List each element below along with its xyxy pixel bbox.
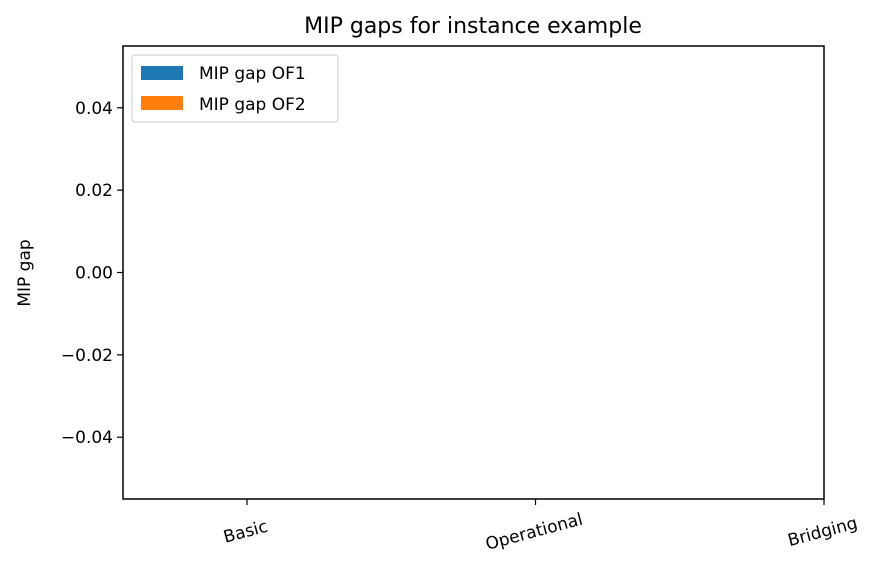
y-tick-label: 0.00 [75,264,113,284]
legend: MIP gap OF1 MIP gap OF2 [131,54,339,123]
y-axis-ticks: 0.04 0.02 0.00 −0.02 −0.04 [61,99,123,448]
y-tick-label: −0.04 [61,428,113,448]
legend-label-of1: MIP gap OF1 [199,64,306,84]
y-tick-label: −0.02 [61,346,113,366]
legend-label-of2: MIP gap OF2 [199,95,306,115]
y-tick-label: 0.04 [75,99,113,119]
legend-box [131,54,339,123]
y-axis-label: MIP gap [15,239,35,306]
chart-title: MIP gaps for instance example [304,14,642,39]
legend-swatch-of1 [141,66,183,80]
legend-swatch-of2 [141,96,183,110]
y-tick-label: 0.02 [75,181,113,201]
